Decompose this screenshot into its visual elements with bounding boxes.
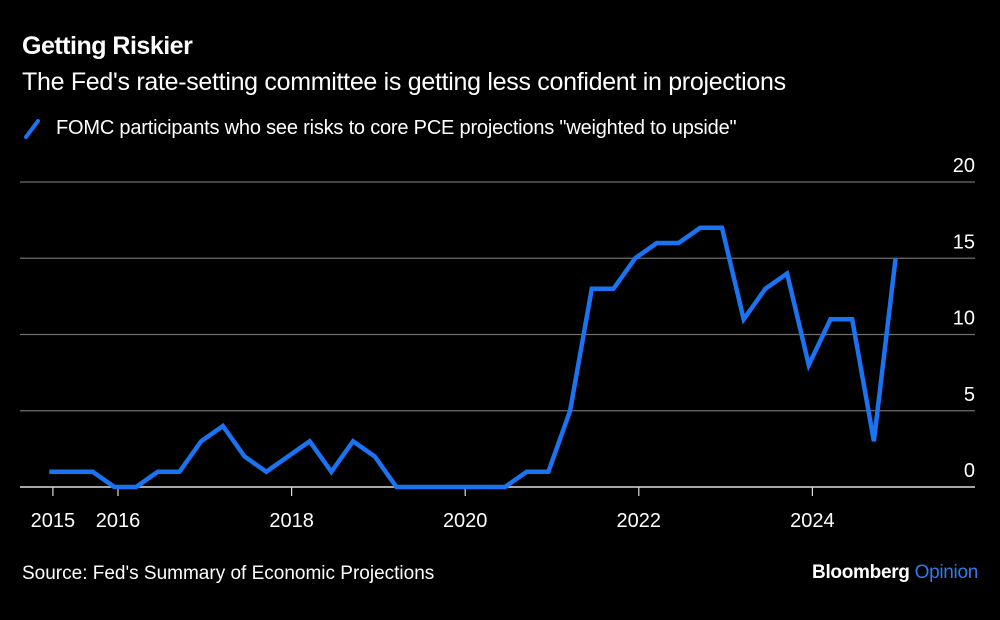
x-tick-label: 2024 — [790, 510, 835, 532]
y-tick-label: 20 — [953, 155, 975, 177]
x-tick-label: 2022 — [617, 510, 662, 532]
x-tick-label: 2015 — [31, 510, 76, 532]
y-tick-label: 0 — [964, 460, 975, 482]
logo-brand: Bloomberg — [812, 562, 910, 583]
y-tick-label: 5 — [964, 384, 975, 406]
x-tick-label: 2018 — [269, 510, 314, 532]
source-note: Source: Fed's Summary of Economic Projec… — [22, 563, 435, 584]
logo-section: Opinion — [914, 562, 979, 583]
x-tick-label: 2016 — [96, 510, 141, 532]
chart-title: Getting Riskier — [22, 32, 193, 60]
legend-swatch-icon — [24, 118, 40, 139]
legend-label: FOMC participants who see risks to core … — [56, 117, 737, 139]
series-line — [49, 225, 898, 490]
bloomberg-opinion-logo: Bloomberg Opinion — [812, 562, 978, 584]
legend: FOMC participants who see risks to core … — [22, 117, 737, 140]
x-tick-label: 2020 — [443, 510, 488, 532]
y-tick-label: 15 — [953, 231, 975, 253]
chart-subtitle: The Fed's rate-setting committee is gett… — [22, 68, 786, 96]
y-tick-label: 10 — [953, 308, 975, 330]
